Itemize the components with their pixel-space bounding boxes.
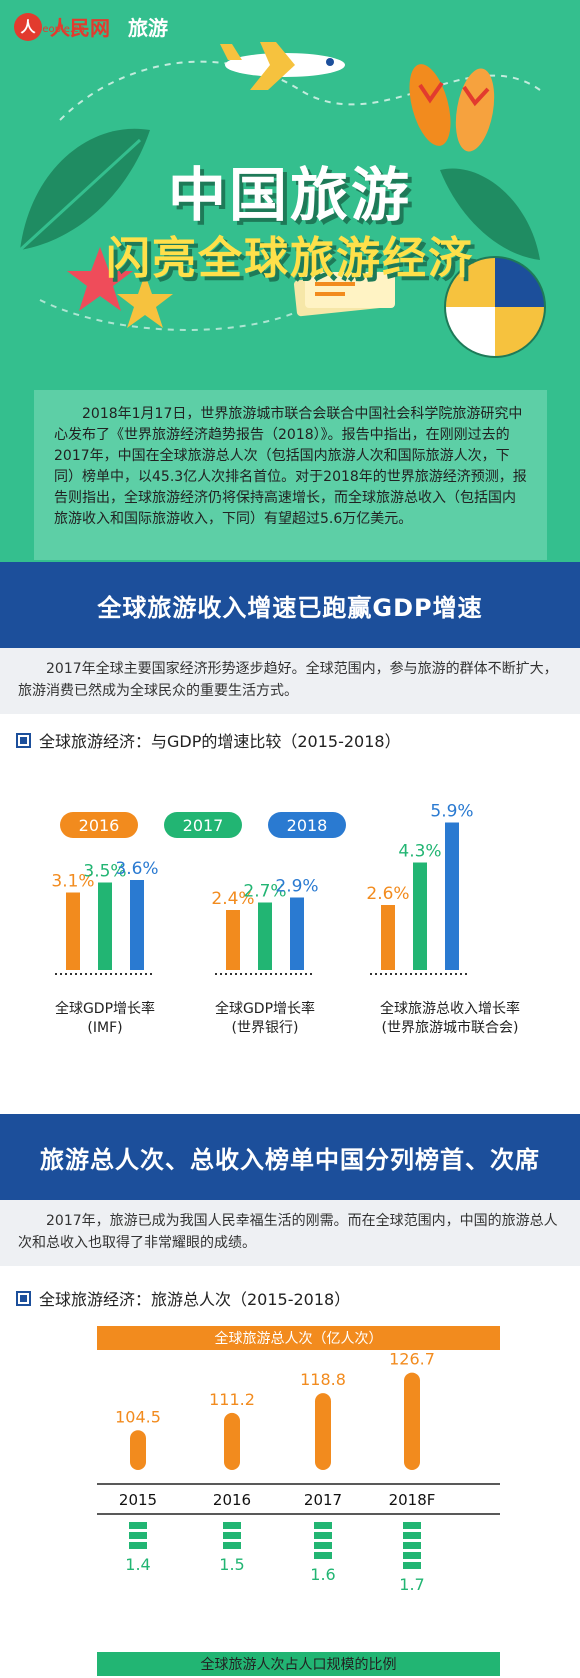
visitors-bar-2016 [224, 1412, 240, 1470]
section2-lead: 2017年，旅游已成为我国人民幸福生活的刚需。而在全球范围内，中国的旅游总人次和… [0, 1200, 580, 1266]
bar-value-label: 3.1% [51, 872, 94, 892]
bar-2016-1 [226, 910, 240, 970]
chart1-title: 全球旅游经济：与GDP的增速比较（2015-2018） [39, 732, 401, 751]
ratio-square [403, 1522, 421, 1529]
ratio-square [403, 1552, 421, 1559]
people-logo-icon: 人 [14, 12, 42, 41]
group-label-line2: (世界旅游城市联合会) [381, 1020, 519, 1036]
bar-value-label: 2.4% [211, 889, 254, 909]
group-label-line1: 全球旅游总收入增长率 [380, 1001, 520, 1017]
square-bullet-icon [16, 1290, 31, 1306]
bar-value-label: 2.7% [243, 882, 286, 902]
site-logo[interactable]: 人 人民网 旅游 [14, 12, 168, 41]
bar-2018-0 [130, 880, 144, 970]
logo-domain: people.cn [36, 24, 85, 35]
ratio-square [223, 1522, 241, 1529]
ratio-square [223, 1542, 241, 1549]
intro-paragraph: 2018年1月17日，世界旅游城市联合会联合中国社会科学院旅游研究中心发布了《世… [54, 406, 527, 527]
total-visitors-chart: 104.5 2015 1.4 111.2 2016 1.5 118.8 2017 1.6 126.… [97, 1350, 500, 1594]
bar-2016-0 [66, 892, 80, 970]
hero-subtitle: 闪亮全球旅游经济 [106, 233, 474, 284]
ratio-square [223, 1532, 241, 1539]
growth-comparison-chart: 3.1%3.5%3.6% 2.4%2.7%2.9% 2.6% 4.3% 5.9% [51, 802, 474, 975]
legend-2017: 2017 [164, 812, 242, 838]
bar-value-label: 3.6% [115, 859, 158, 879]
beach-ball-icon [444, 256, 546, 358]
bar-value-label: 2.6% [366, 884, 409, 904]
group-label-line2: (IMF) [87, 1020, 123, 1036]
visitors-chart-label: 全球旅游总人次（亿人次） [97, 1326, 500, 1350]
bar-value-label: 2.9% [275, 877, 318, 897]
hero-section: 人 人民网 旅游 people.cn [0, 0, 580, 600]
bar-2017-2 [413, 862, 427, 970]
bar-2017-1 [258, 902, 272, 970]
section2-title: 旅游总人次、总收入榜单中国分列榜首、次席 [40, 1145, 540, 1174]
bar-2018-1 [290, 897, 304, 970]
ratio-value-label: 1.7 [399, 1575, 424, 1594]
section2-banner: 旅游总人次、总收入榜单中国分列榜首、次席 [0, 1114, 580, 1200]
group-label-line2: (世界银行) [231, 1020, 299, 1036]
ratio-square [314, 1552, 332, 1559]
leaf-right-icon [440, 168, 540, 260]
visitors-bar-2015 [130, 1430, 146, 1470]
ratio-value-label: 1.5 [219, 1555, 244, 1574]
year-label: 2016 [213, 1491, 251, 1509]
airplane-icon [220, 42, 345, 90]
bar-2017-0 [98, 882, 112, 970]
bar-value-label: 5.9% [430, 802, 473, 822]
flip-flops-icon [409, 64, 495, 152]
ratio-square [129, 1542, 147, 1549]
legend-2018: 2018 [268, 812, 346, 838]
section2-lead-text: 2017年，旅游已成为我国人民幸福生活的刚需。而在全球范围内，中国的旅游总人次和… [18, 1213, 558, 1251]
chart2-title: 全球旅游经济：旅游总人次（2015-2018） [39, 1290, 351, 1309]
section1-title: 全球旅游收入增速已跑赢GDP增速 [97, 593, 483, 622]
visitors-value-label: 104.5 [115, 1407, 161, 1426]
logo-text: 人民网 [50, 16, 110, 40]
group-label-line1: 全球GDP增长率 [54, 1001, 156, 1017]
bar-2016-2 [381, 905, 395, 970]
ratio-square [403, 1532, 421, 1539]
leaf-left-icon [18, 128, 150, 252]
ratio-square [403, 1562, 421, 1569]
chart1-heading: 全球旅游经济：与GDP的增速比较（2015-2018） [16, 728, 401, 752]
ratio-square [129, 1522, 147, 1529]
visitors-value-label: 111.2 [209, 1390, 255, 1409]
section1-banner: 全球旅游收入增速已跑赢GDP增速 [0, 562, 580, 648]
ratio-square [314, 1522, 332, 1529]
group-label-imf: 全球GDP增长率 (IMF) [35, 1000, 175, 1038]
bar-2018-2 [445, 822, 459, 970]
hero-title: 中国旅游 [167, 161, 412, 229]
section1-lead-text: 2017年全球主要国家经济形势逐步趋好。全球范围内，参与旅游的群体不断扩大，旅游… [18, 661, 558, 699]
ratio-square [403, 1542, 421, 1549]
group-label-line1: 全球GDP增长率 [214, 1001, 316, 1017]
ratio-square [314, 1532, 332, 1539]
bar-value-label: 3.5% [83, 862, 126, 882]
square-bullet-icon [16, 732, 31, 748]
chart2-heading: 全球旅游经济：旅游总人次（2015-2018） [16, 1286, 350, 1310]
group-label-worldbank: 全球GDP增长率 (世界银行) [195, 1000, 335, 1038]
starfish-red-icon [67, 247, 133, 311]
visitors-value-label: 126.7 [389, 1350, 435, 1369]
visitors-value-label: 118.8 [300, 1370, 346, 1389]
ratio-value-label: 1.4 [125, 1555, 150, 1574]
ratio-chart-label: 全球旅游人次占人口规模的比例 [97, 1652, 500, 1676]
bar-value-label: 4.3% [398, 842, 441, 862]
legend-2016: 2016 [60, 812, 138, 838]
section1-lead: 2017年全球主要国家经济形势逐步趋好。全球范围内，参与旅游的群体不断扩大，旅游… [0, 648, 580, 714]
starfish-yellow-icon [117, 274, 173, 328]
ratio-square [129, 1532, 147, 1539]
visitors-bar-2018F [404, 1372, 420, 1470]
channel-name[interactable]: 旅游 [128, 16, 168, 40]
intro-box: 2018年1月17日，世界旅游城市联合会联合中国社会科学院旅游研究中心发布了《世… [34, 390, 547, 560]
year-label: 2017 [304, 1491, 342, 1509]
year-label: 2015 [119, 1491, 157, 1509]
visitors-bar-2017 [315, 1393, 331, 1470]
group-label-wtcf: 全球旅游总收入增长率 (世界旅游城市联合会) [350, 1000, 550, 1038]
ratio-square [314, 1542, 332, 1549]
ratio-value-label: 1.6 [310, 1565, 335, 1584]
tickets-icon [293, 271, 395, 317]
year-label: 2018F [389, 1491, 436, 1509]
